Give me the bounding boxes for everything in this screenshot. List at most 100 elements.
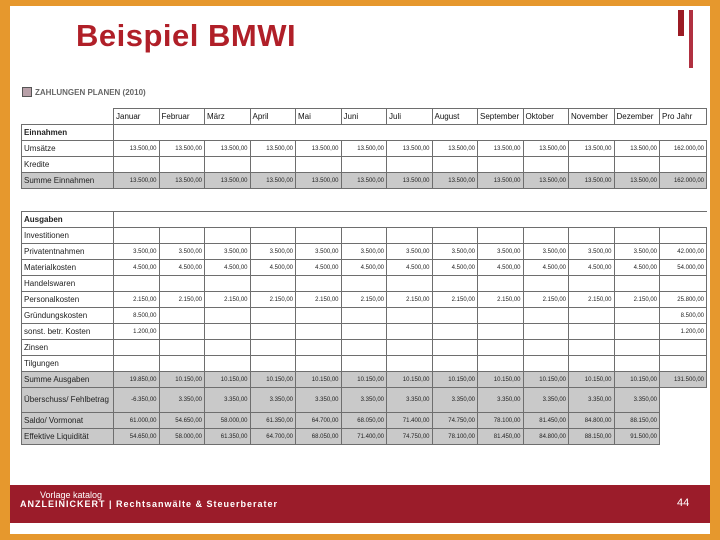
page-number: 44	[677, 497, 690, 509]
table-cell	[477, 323, 524, 340]
table-row: Überschuss/ Fehlbetrag -6.350,00 3.350,00 3…	[21, 387, 707, 413]
table-row: sonst. betr. Kosten 1.200,00 1.200,00	[21, 323, 707, 340]
table-cell	[477, 275, 524, 292]
slide-title: Beispiel BMWI	[76, 18, 297, 53]
table-cell	[249, 156, 296, 173]
table-cell: 13.500,00	[568, 172, 615, 189]
row-label: Ausgaben	[21, 211, 114, 228]
table-cell: 3.500,00	[386, 243, 433, 260]
table-cell: 4.500,00	[113, 259, 160, 276]
table-cell: 68.050,00	[295, 428, 342, 445]
table-cell	[158, 275, 205, 292]
table-cell	[295, 275, 342, 292]
table-cell: 10.150,00	[477, 371, 524, 388]
table-cell: 3.350,00	[204, 387, 251, 413]
table-cell: 61.000,00	[113, 412, 160, 429]
column-header: November	[568, 108, 615, 125]
table-row: Gründungskosten 8.500,00 8.500,00	[21, 307, 707, 324]
table-cell: 10.150,00	[158, 371, 205, 388]
table-cell: 3.350,00	[431, 387, 478, 413]
table-cell	[613, 156, 660, 173]
table-cell	[659, 156, 707, 173]
table-cell: 13.500,00	[158, 140, 205, 157]
table-cell: 2.150,00	[613, 291, 660, 308]
column-header: Februar	[158, 108, 205, 125]
table-cell: 4.500,00	[249, 259, 296, 276]
table-cell: 131.500,00	[659, 371, 707, 388]
table-cell: 13.500,00	[431, 172, 478, 189]
table-cell	[295, 227, 342, 244]
table-cell	[613, 307, 660, 324]
table-cell: 54.000,00	[659, 259, 707, 276]
table-cell: 13.500,00	[340, 172, 387, 189]
table-cell: 61.350,00	[204, 428, 251, 445]
table-cell: 3.500,00	[295, 243, 342, 260]
section-label: ZAHLUNGEN PLANEN (2010)	[35, 87, 146, 97]
table-cell: 58.000,00	[158, 428, 205, 445]
table-cell	[204, 227, 251, 244]
table-cell: 71.400,00	[340, 428, 387, 445]
table-cell: 13.500,00	[113, 172, 160, 189]
row-label: Investitionen	[21, 227, 114, 244]
table-cell	[522, 323, 569, 340]
table-cell: 78.100,00	[431, 428, 478, 445]
table-cell	[477, 355, 524, 372]
table-cell: 4.500,00	[386, 259, 433, 276]
table-cell: 2.150,00	[568, 291, 615, 308]
table-cell: 3.350,00	[249, 387, 296, 413]
table-cell: 71.400,00	[386, 412, 433, 429]
table-cell	[431, 156, 478, 173]
table-row: Summe Ausgaben 19.850,00 10.150,00 10.150,0…	[21, 371, 707, 388]
table-cell: 84.800,00	[522, 428, 569, 445]
table-cell: 74.750,00	[431, 412, 478, 429]
table-cell: 8.500,00	[659, 307, 707, 324]
table-cell	[477, 156, 524, 173]
row-label: sonst. betr. Kosten	[21, 323, 114, 340]
table-cell: 4.500,00	[613, 259, 660, 276]
table-cell: 13.500,00	[158, 172, 205, 189]
table-cell: 2.150,00	[158, 291, 205, 308]
table-cell	[386, 355, 433, 372]
table-cell: 10.150,00	[340, 371, 387, 388]
table-row: Effektive Liquidität 54.650,00 58.000,00 61…	[21, 428, 707, 445]
table-cell: 10.150,00	[568, 371, 615, 388]
table-cell: 64.700,00	[249, 428, 296, 445]
table-cell	[477, 307, 524, 324]
spacer-cell	[21, 188, 707, 212]
table-cell: 10.150,00	[295, 371, 342, 388]
table-cell	[204, 339, 251, 356]
table-cell: 13.500,00	[340, 140, 387, 157]
table-cell: 162.000,00	[659, 172, 707, 189]
table-cell	[568, 339, 615, 356]
table-cell	[386, 227, 433, 244]
row-label: Handelswaren	[21, 275, 114, 292]
table-cell: 4.500,00	[158, 259, 205, 276]
table-cell: 3.500,00	[249, 243, 296, 260]
table-cell: 13.500,00	[477, 140, 524, 157]
table-cell	[613, 227, 660, 244]
table-cell: 81.450,00	[522, 412, 569, 429]
table-row: Ausgaben	[21, 211, 707, 228]
column-header: Mai	[295, 108, 342, 125]
table-row: Einnahmen	[21, 124, 707, 141]
table-cell	[568, 275, 615, 292]
table-cell	[295, 307, 342, 324]
table-cell	[386, 323, 433, 340]
table-row: Tilgungen	[21, 355, 707, 372]
table-cell: 1.200,00	[113, 323, 160, 340]
table-cell	[249, 323, 296, 340]
row-label: Tilgungen	[21, 355, 114, 372]
table-cell: 81.450,00	[477, 428, 524, 445]
table-cell: -6.350,00	[113, 387, 160, 413]
table-cell	[431, 275, 478, 292]
table-cell	[158, 323, 205, 340]
table-cell	[477, 339, 524, 356]
table-cell	[431, 323, 478, 340]
table-cell: 88.150,00	[568, 428, 615, 445]
table-cell	[249, 355, 296, 372]
table-cell	[613, 275, 660, 292]
table-cell: 68.050,00	[340, 412, 387, 429]
table-cell: 4.500,00	[204, 259, 251, 276]
slide: Beispiel BMWI ZAHLUNGEN PLANEN (2010) Ja…	[10, 6, 710, 534]
table-cell: 1.200,00	[659, 323, 707, 340]
